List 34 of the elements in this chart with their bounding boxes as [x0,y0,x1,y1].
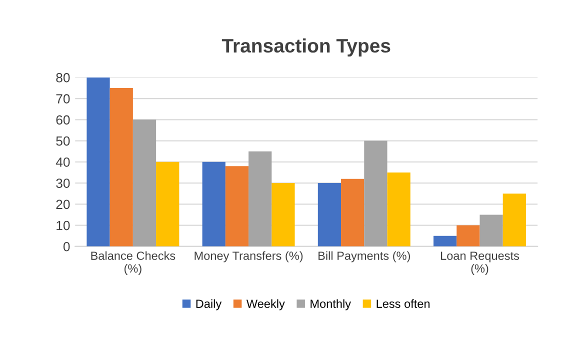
bar [434,236,457,246]
legend-label: Monthly [310,299,352,310]
bar [272,183,295,246]
bar [341,178,364,246]
bar [110,88,133,246]
bar [502,194,526,246]
chart-title: Transaction Types [222,38,390,56]
y-tick-label: 70 [56,94,70,104]
x-tick-label: Balance Checks (%) [91,251,176,275]
bar [225,166,249,246]
bar [132,120,156,246]
legend-label: Daily [196,299,222,310]
bar [387,172,410,246]
bar [202,162,226,246]
bar [248,151,272,246]
bar [456,225,480,246]
bar [364,140,388,246]
legend-label: Less often [376,299,430,308]
y-tick-label: 10 [56,220,70,230]
x-tick-label: Money Transfers (%) [194,251,303,262]
bar [480,214,503,246]
y-tick-label: 60 [56,115,70,125]
y-tick-label: 20 [56,200,70,210]
legend-label: Weekly [246,299,285,310]
y-tick-label: 80 [56,73,70,82]
bar [86,77,110,246]
x-tick-label: Bill Payments (%) [318,251,410,262]
y-tick-label: 50 [56,136,70,146]
y-tick-label: 30 [56,178,70,188]
x-tick-label: Loan Requests (%) [441,252,520,275]
bar [156,162,180,246]
y-tick-label: 0 [63,242,70,252]
bar [318,183,342,246]
y-tick-label: 40 [56,157,70,167]
